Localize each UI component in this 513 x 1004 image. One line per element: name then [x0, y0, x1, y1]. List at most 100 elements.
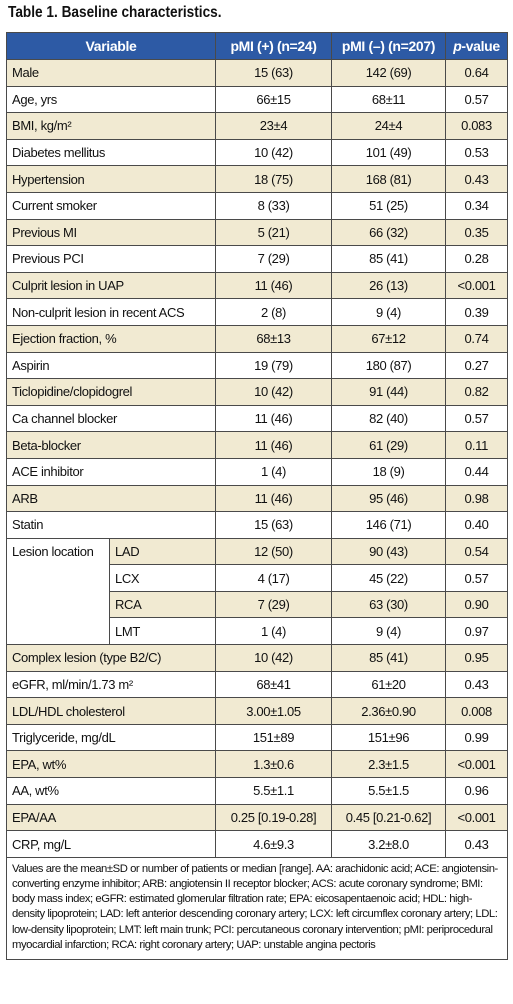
cell-group2: 63 (30)	[331, 590, 446, 619]
cell-pvalue: 0.96	[445, 777, 508, 805]
cell-group1: 151±89	[215, 723, 332, 752]
cell-pvalue: 0.27	[445, 351, 508, 380]
row-label: ACE inhibitor	[6, 457, 216, 486]
cell-group2: 95 (46)	[331, 484, 446, 513]
header-pvalue-rest: -value	[461, 38, 500, 54]
header-pvalue-italic: p	[453, 38, 462, 54]
cell-group2: 9 (4)	[331, 298, 446, 326]
row-label: Non-culprit lesion in recent ACS	[6, 298, 216, 326]
cell-pvalue: 0.43	[445, 670, 508, 699]
cell-group1: 15 (63)	[215, 511, 332, 539]
cell-group1: 10 (42)	[215, 138, 332, 167]
cell-group1: 23±4	[215, 112, 332, 140]
table-row: LDL/HDL cholesterol 3.00±1.05 2.36±0.90 0.0…	[6, 697, 508, 725]
cell-group2: 82 (40)	[331, 404, 446, 433]
cell-group2: 9 (4)	[331, 617, 446, 646]
cell-pvalue: 0.11	[445, 431, 508, 459]
row-label: BMI, kg/m²	[6, 112, 216, 140]
table-row: Non-culprit lesion in recent ACS 2 (8) 9 (…	[6, 298, 508, 326]
row-label: CRP, mg/L	[6, 830, 216, 858]
cell-group2: 168 (81)	[331, 165, 446, 193]
row-sublabel: LMT	[109, 617, 216, 646]
row-label: Previous PCI	[6, 245, 216, 273]
header-pvalue: p-value	[445, 32, 508, 60]
table-row: ACE inhibitor 1 (4) 18 (9) 0.44	[6, 457, 508, 486]
cell-group2: 85 (41)	[331, 644, 446, 672]
cell-pvalue: 0.74	[445, 324, 508, 353]
cell-group2: 0.45 [0.21-0.62]	[331, 803, 446, 832]
row-sublabel: LCX	[109, 564, 216, 592]
header-group1: pMI (+) (n=24)	[215, 32, 332, 60]
cell-pvalue: 0.98	[445, 484, 508, 513]
cell-pvalue: <0.001	[445, 750, 508, 779]
cell-group1: 7 (29)	[215, 590, 332, 619]
cell-group1: 11 (46)	[215, 484, 332, 513]
table-row: CRP, mg/L 4.6±9.3 3.2±8.0 0.43	[6, 830, 508, 858]
cell-group2: 51 (25)	[331, 191, 446, 220]
table-row: Statin 15 (63) 146 (71) 0.40	[6, 511, 508, 539]
cell-pvalue: 0.97	[445, 617, 508, 646]
cell-group2: 90 (43)	[331, 537, 446, 566]
table-row: EPA/AA 0.25 [0.19-0.28] 0.45 [0.21-0.62] <0…	[6, 803, 508, 832]
cell-group1: 8 (33)	[215, 191, 332, 220]
cell-pvalue: 0.82	[445, 378, 508, 406]
table-row: Previous MI 5 (21) 66 (32) 0.35	[6, 218, 508, 247]
cell-group2: 67±12	[331, 324, 446, 353]
cell-group1: 5.5±1.1	[215, 777, 332, 805]
row-label: eGFR, ml/min/1.73 m²	[6, 670, 216, 699]
baseline-table: Variable pMI (+) (n=24) pMI (–) (n=207) …	[6, 32, 508, 961]
cell-group2: 18 (9)	[331, 457, 446, 486]
row-label: Previous MI	[6, 218, 216, 247]
cell-pvalue: 0.40	[445, 511, 508, 539]
header-variable: Variable	[6, 32, 216, 60]
cell-group2: 2.3±1.5	[331, 750, 446, 779]
cell-group1: 12 (50)	[215, 537, 332, 566]
cell-group2: 91 (44)	[331, 378, 446, 406]
table-row: Triglyceride, mg/dL 151±89 151±96 0.99	[6, 723, 508, 752]
table-row: Beta-blocker 11 (46) 61 (29) 0.11	[6, 431, 508, 459]
footnote-row: Values are the mean±SD or number of pati…	[6, 856, 508, 961]
cell-pvalue: <0.001	[445, 271, 508, 300]
cell-group1: 18 (75)	[215, 165, 332, 193]
cell-group2: 2.36±0.90	[331, 697, 446, 725]
cell-group2: 180 (87)	[331, 351, 446, 380]
table-row: Culprit lesion in UAP 11 (46) 26 (13) <0.00…	[6, 271, 508, 300]
cell-group2: 85 (41)	[331, 245, 446, 273]
cell-group1: 4 (17)	[215, 564, 332, 592]
table-row: Previous PCI 7 (29) 85 (41) 0.28	[6, 245, 508, 273]
row-label-lesion-location: Lesion location	[6, 537, 110, 646]
table-row: Ca channel blocker 11 (46) 82 (40) 0.57	[6, 404, 508, 433]
cell-pvalue: 0.39	[445, 298, 508, 326]
cell-pvalue: 0.43	[445, 830, 508, 858]
cell-group1: 1 (4)	[215, 457, 332, 486]
table-row: EPA, wt% 1.3±0.6 2.3±1.5 <0.001	[6, 750, 508, 779]
cell-group2: 24±4	[331, 112, 446, 140]
cell-group2: 26 (13)	[331, 271, 446, 300]
cell-pvalue: 0.43	[445, 165, 508, 193]
table-row: RCA 7 (29) 63 (30) 0.90	[7, 590, 508, 619]
cell-group1: 1.3±0.6	[215, 750, 332, 779]
cell-pvalue: 0.95	[445, 644, 508, 672]
cell-group1: 3.00±1.05	[215, 697, 332, 725]
cell-pvalue: 0.083	[445, 112, 508, 140]
cell-group2: 151±96	[331, 723, 446, 752]
table-row: Age, yrs 66±15 68±11 0.57	[6, 85, 508, 114]
table-row: Complex lesion (type B2/C) 10 (42) 85 (41)…	[6, 644, 508, 672]
cell-group1: 11 (46)	[215, 404, 332, 433]
row-sublabel: LAD	[109, 537, 216, 566]
cell-group1: 5 (21)	[215, 218, 332, 247]
row-label: Complex lesion (type B2/C)	[6, 644, 216, 672]
cell-group1: 10 (42)	[215, 644, 332, 672]
table-row: Current smoker 8 (33) 51 (25) 0.34	[6, 191, 508, 220]
cell-group1: 10 (42)	[215, 378, 332, 406]
cell-group1: 19 (79)	[215, 351, 332, 380]
row-label: Culprit lesion in UAP	[6, 271, 216, 300]
row-label: ARB	[6, 484, 216, 513]
cell-group2: 68±11	[331, 85, 446, 114]
cell-pvalue: 0.99	[445, 723, 508, 752]
cell-group1: 68±41	[215, 670, 332, 699]
table-row: AA, wt% 5.5±1.1 5.5±1.5 0.96	[6, 777, 508, 805]
row-label: Diabetes mellitus	[6, 138, 216, 167]
cell-pvalue: 0.57	[445, 85, 508, 114]
